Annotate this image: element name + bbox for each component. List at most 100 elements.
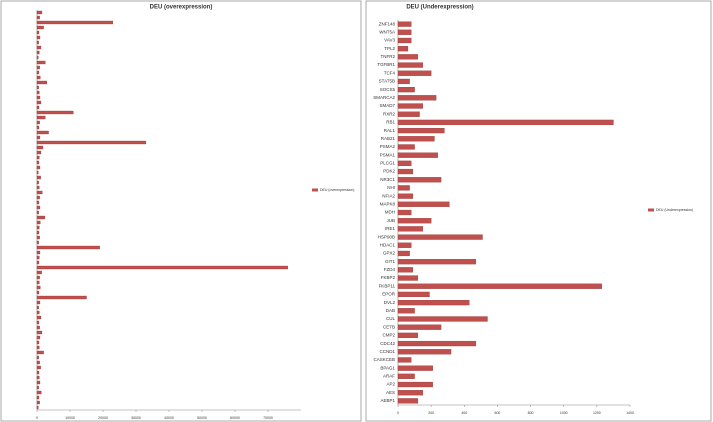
bar (36, 255, 40, 260)
y-tick-label: MAPK8 (380, 201, 396, 206)
bar (36, 175, 41, 180)
x-tick-label: 50000 (197, 416, 207, 420)
bar (36, 125, 40, 130)
bar (36, 240, 39, 245)
bar (397, 119, 614, 126)
bar (397, 275, 419, 281)
bar (36, 315, 42, 320)
bar (36, 155, 40, 160)
y-tick-label: PLCG1 (380, 161, 395, 166)
bar (36, 370, 40, 375)
y-tick-label: WNT5A (379, 29, 395, 34)
y-tick-label: FZD4 (384, 267, 396, 272)
bar (36, 390, 42, 395)
bar (397, 111, 420, 117)
y-tick-label: PSMA1 (380, 152, 396, 157)
bar (397, 54, 419, 60)
bar (36, 310, 40, 315)
bar (397, 234, 483, 240)
bar (397, 259, 477, 265)
bar (397, 168, 414, 175)
chart-title: DEU (overexpression) (150, 5, 213, 11)
bar (397, 316, 488, 322)
bar (397, 242, 412, 248)
bar (36, 100, 42, 105)
bar (36, 385, 39, 390)
y-tick-label: SOCS5 (380, 87, 396, 92)
y-tick-label: AP2 (386, 382, 395, 387)
y-tick-label: CDC42 (380, 341, 395, 346)
bar (36, 95, 41, 100)
y-tick-label: FKBP2 (381, 275, 396, 280)
bar (36, 150, 42, 155)
bar (397, 250, 410, 257)
bar (36, 200, 40, 205)
bar (36, 380, 41, 385)
bar (397, 78, 410, 85)
bar (36, 345, 40, 350)
x-tick-label: 400 (461, 411, 467, 415)
bar (36, 325, 40, 330)
y-tick-label: CCND1 (379, 349, 395, 354)
bar (36, 185, 40, 190)
x-tick-label: 1400 (626, 411, 634, 415)
bar (397, 340, 477, 347)
bar (36, 60, 46, 65)
y-tick-label: CMP2 (382, 333, 395, 338)
y-tick-label: TPL2 (384, 46, 395, 51)
y-tick-label: ARAF (383, 374, 395, 379)
bar (36, 275, 40, 280)
y-tick-label: ZNF148 (379, 21, 396, 26)
y-tick-label: NFIA2 (382, 193, 395, 198)
bar (36, 250, 41, 255)
y-tick-label: PSMA2 (380, 144, 396, 149)
y-tick-label: NR3C1 (380, 177, 395, 182)
bar (36, 45, 42, 50)
bar (36, 85, 39, 90)
bar (397, 299, 470, 306)
bar (397, 291, 430, 298)
x-tick-label: 1000 (560, 411, 568, 415)
bar (36, 195, 40, 200)
bar (36, 35, 41, 40)
y-tick-label: GPX2 (383, 251, 396, 256)
bar (397, 209, 412, 216)
bar (36, 75, 41, 80)
y-tick-label: STAT5B (379, 79, 395, 84)
bar (36, 335, 41, 340)
bar (36, 180, 39, 185)
bar (36, 165, 41, 170)
bar (397, 357, 412, 363)
x-tick-label: 0 (36, 416, 38, 420)
bar (36, 50, 40, 55)
y-tick-label: RAL1 (384, 128, 396, 133)
legend-swatch (312, 188, 318, 192)
bar (36, 235, 40, 240)
y-tick-label: RAB21 (381, 136, 396, 141)
bar (36, 65, 40, 70)
y-tick-label: JUB (386, 218, 395, 223)
y-tick-label: TGFBR1 (377, 62, 395, 67)
y-tick-label: CUL (386, 316, 395, 321)
bar (36, 355, 39, 360)
bar (36, 340, 40, 345)
y-tick-label: CASKCEB (373, 357, 395, 362)
y-tick-label: EPOR (382, 292, 396, 297)
bar (397, 373, 415, 379)
bar (397, 136, 435, 142)
bar (36, 365, 41, 370)
x-tick-label: 10000 (65, 416, 75, 420)
bar (36, 120, 40, 125)
bar (36, 145, 44, 150)
bar (36, 115, 46, 120)
bar (397, 127, 445, 134)
bar (397, 201, 450, 207)
bar (36, 395, 40, 400)
y-tick-label: DVL2 (384, 300, 396, 305)
legend-label: DEU (Underexpression) (656, 208, 693, 212)
bar (36, 350, 44, 355)
bar (36, 30, 40, 35)
bar (36, 25, 44, 30)
bar (397, 349, 452, 355)
bar (36, 10, 43, 15)
